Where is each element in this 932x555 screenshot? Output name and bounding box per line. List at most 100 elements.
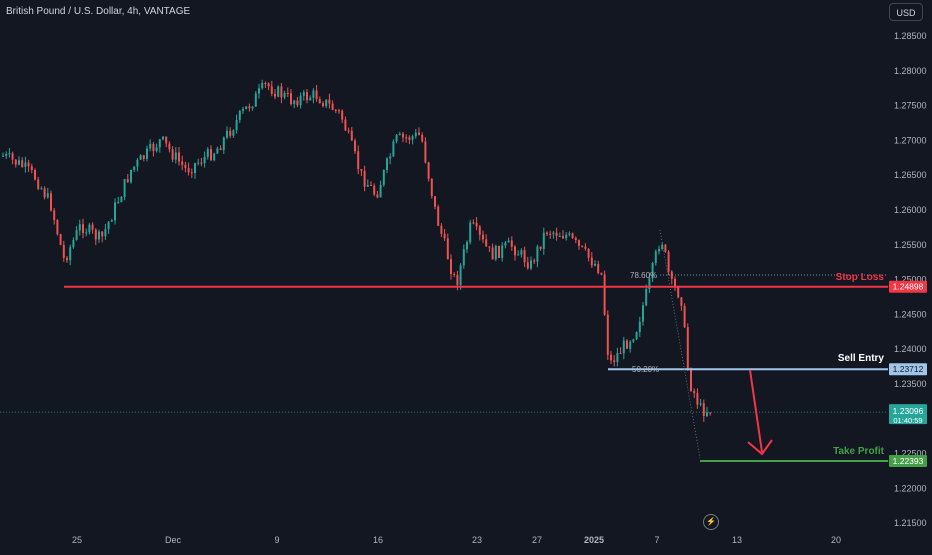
candle-body: [523, 250, 526, 263]
candle-body: [43, 188, 46, 198]
candle-body: [494, 245, 497, 260]
candle-body: [411, 136, 414, 140]
candle-body: [219, 148, 222, 150]
candle-body: [18, 160, 20, 165]
candle-body: [469, 222, 472, 243]
candle-body: [667, 251, 670, 272]
candle-body: [526, 262, 529, 269]
candle-body: [539, 246, 542, 249]
candle-body: [168, 143, 171, 150]
x-tick-label: 7: [654, 535, 659, 545]
candle-body: [162, 136, 164, 140]
candle-body: [632, 339, 635, 342]
candle-body: [235, 119, 238, 131]
candle-body: [405, 137, 408, 139]
candle-body: [149, 143, 152, 149]
candle-body: [264, 82, 267, 84]
y-tick-label: 1.24500: [894, 309, 927, 319]
candle-body: [565, 234, 568, 239]
candle-body: [536, 246, 539, 262]
candle-body: [680, 297, 683, 306]
candle-body: [430, 178, 433, 197]
candle-body: [5, 154, 8, 156]
lightning-icon[interactable]: ⚡: [703, 514, 719, 530]
candle-body: [382, 169, 385, 185]
candle-body: [533, 260, 536, 262]
candle-body: [290, 93, 292, 105]
candle-body: [280, 86, 283, 98]
current-price-badge-bg: [889, 404, 927, 425]
candle-body: [507, 240, 510, 243]
candle-body: [597, 264, 600, 273]
candle-body: [350, 130, 353, 141]
candle-body: [421, 134, 424, 142]
candle-body: [251, 106, 254, 109]
candle-body: [549, 233, 552, 235]
chart-title: British Pound / U.S. Dollar, 4h, VANTAGE: [6, 6, 191, 17]
candle-body: [210, 149, 212, 161]
sell-entry-label: Sell Entry: [838, 353, 885, 364]
candle-body: [69, 247, 72, 261]
candle-body: [398, 133, 401, 135]
fib-trend-line: [659, 229, 701, 459]
x-tick-label: Dec: [165, 535, 182, 545]
candle-body: [450, 259, 452, 275]
candle-body: [693, 390, 696, 394]
y-tick-label: 1.22500: [894, 449, 927, 459]
candle-body: [178, 152, 180, 162]
candle-body: [341, 110, 344, 120]
candle-body: [370, 185, 372, 187]
candle-body: [226, 130, 228, 138]
candle-body: [578, 240, 580, 246]
candle-body: [270, 86, 273, 94]
candle-body: [389, 156, 392, 159]
candle-body: [142, 155, 145, 159]
candle-body: [40, 188, 43, 190]
candle-body: [261, 82, 264, 89]
candle-body: [75, 230, 78, 240]
candle-body: [562, 236, 564, 239]
candle-body: [126, 179, 129, 183]
candle-body: [130, 169, 132, 183]
candle-body: [37, 179, 40, 189]
y-tick-label: 1.25500: [894, 240, 927, 250]
candle-body: [354, 140, 356, 152]
candle-body: [2, 155, 4, 157]
candle-body: [277, 86, 280, 97]
candle-body: [443, 233, 446, 239]
candle-body: [386, 158, 388, 170]
candle-body: [101, 231, 104, 237]
candle-body: [146, 148, 148, 159]
candle-body: [677, 286, 680, 298]
y-tick-label: 1.24000: [894, 344, 927, 354]
candle-body: [558, 236, 561, 238]
candle-body: [690, 368, 692, 391]
candle-body: [357, 151, 360, 169]
candle-body: [514, 246, 516, 256]
candle-body: [248, 106, 251, 109]
candle-body: [702, 403, 705, 417]
candle-body: [658, 248, 660, 252]
candle-body: [683, 305, 686, 328]
candle-body: [661, 244, 664, 249]
candle-body: [568, 233, 571, 235]
candle-body: [686, 327, 689, 369]
fib-786-label: 78.60%: [630, 271, 657, 280]
candle-body: [594, 264, 596, 266]
candle-body: [229, 130, 232, 136]
candle-body: [638, 321, 641, 333]
currency-button[interactable]: USD: [889, 3, 923, 21]
candle-body: [50, 193, 52, 211]
candle-body: [322, 103, 324, 107]
candle-body: [606, 314, 609, 355]
candle-body: [318, 99, 321, 104]
candle-body: [8, 153, 11, 155]
candle-body: [59, 234, 62, 245]
candle-body: [706, 412, 708, 417]
candle-body: [120, 197, 123, 203]
candle-body: [488, 246, 491, 248]
candle-body: [670, 271, 673, 279]
candle-body: [315, 90, 318, 100]
